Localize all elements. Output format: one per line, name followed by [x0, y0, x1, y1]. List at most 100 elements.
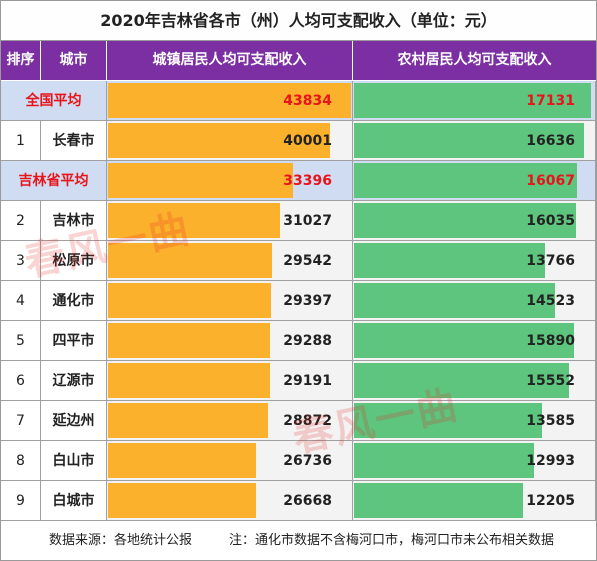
city-cell: 长春市	[41, 121, 107, 161]
rank-cell: 8	[1, 441, 41, 481]
rural-income-cell: 13766	[353, 241, 596, 281]
urban-income-cell: 33396	[107, 161, 353, 201]
rank-cell: 7	[1, 401, 41, 441]
table-row: 7 延边州 28872 13585	[1, 401, 596, 441]
urban-income-value: 33396	[283, 173, 332, 189]
urban-income-bar	[108, 283, 271, 318]
city-cell: 延边州	[41, 401, 107, 441]
urban-income-value: 29397	[283, 293, 332, 309]
rural-income-value: 12993	[526, 453, 575, 469]
rural-income-cell: 16636	[353, 121, 596, 161]
urban-income-value: 29542	[283, 253, 332, 269]
urban-income-bar	[108, 163, 293, 198]
rural-income-value: 15552	[526, 373, 575, 389]
rural-income-cell: 17131	[353, 81, 596, 121]
rural-income-cell: 16067	[353, 161, 596, 201]
urban-income-bar	[108, 363, 270, 398]
rural-income-value: 15890	[526, 333, 575, 349]
rural-income-cell: 12993	[353, 441, 596, 481]
urban-income-cell: 29191	[107, 361, 353, 401]
table-row: 4 通化市 29397 14523	[1, 281, 596, 321]
rural-income-cell: 13585	[353, 401, 596, 441]
urban-income-cell: 43834	[107, 81, 353, 121]
city-cell: 吉林市	[41, 201, 107, 241]
rural-income-bar	[354, 283, 555, 318]
city-cell: 白山市	[41, 441, 107, 481]
table-row: 2 吉林市 31027 16035	[1, 201, 596, 241]
rank-cell: 5	[1, 321, 41, 361]
rural-income-value: 13585	[526, 413, 575, 429]
urban-income-bar	[108, 243, 272, 278]
rural-income-cell: 16035	[353, 201, 596, 241]
urban-income-bar	[108, 483, 256, 518]
rural-income-value: 16636	[526, 133, 575, 149]
rural-income-value: 13766	[526, 253, 575, 269]
header-rural-income: 农村居民人均可支配收入	[353, 41, 596, 80]
rural-income-bar	[354, 163, 577, 198]
table-row: 5 四平市 29288 15890	[1, 321, 596, 361]
header-index: 排序	[1, 41, 41, 80]
urban-income-cell: 29397	[107, 281, 353, 321]
rank-cell: 3	[1, 241, 41, 281]
source-note: 数据来源：各地统计公报	[49, 533, 193, 548]
urban-income-value: 43834	[283, 93, 332, 109]
rural-income-value: 16067	[526, 173, 575, 189]
urban-income-bar	[108, 403, 268, 438]
footnote: 注：通化市数据不含梅河口市，梅河口市未公布相关数据	[229, 533, 555, 548]
average-row: 全国平均 43834 17131	[1, 81, 596, 121]
rural-income-bar	[354, 323, 574, 358]
urban-income-cell: 40001	[107, 121, 353, 161]
urban-income-bar	[108, 443, 256, 478]
rank-cell: 6	[1, 361, 41, 401]
table-title: 2020年吉林省各市（州）人均可支配收入（单位：元）	[1, 1, 596, 41]
rural-income-cell: 15552	[353, 361, 596, 401]
urban-income-cell: 31027	[107, 201, 353, 241]
average-label: 全国平均	[1, 81, 107, 121]
city-cell: 白城市	[41, 481, 107, 521]
urban-income-bar	[108, 203, 280, 238]
table-row: 6 辽源市 29191 15552	[1, 361, 596, 401]
rural-income-bar	[354, 443, 534, 478]
urban-income-value: 29288	[283, 333, 332, 349]
urban-income-value: 26736	[283, 453, 332, 469]
urban-income-cell: 26736	[107, 441, 353, 481]
rural-income-bar	[354, 83, 591, 118]
urban-income-value: 29191	[283, 373, 332, 389]
urban-income-cell: 29288	[107, 321, 353, 361]
rank-cell: 9	[1, 481, 41, 521]
header-city: 城市	[41, 41, 107, 80]
urban-income-value: 28872	[283, 413, 332, 429]
rural-income-bar	[354, 123, 584, 158]
urban-income-bar	[108, 123, 330, 158]
rural-income-bar	[354, 403, 542, 438]
rural-income-value: 14523	[526, 293, 575, 309]
urban-income-value: 31027	[283, 213, 332, 229]
rural-income-cell: 14523	[353, 281, 596, 321]
rural-income-bar	[354, 243, 545, 278]
table-row: 8 白山市 26736 12993	[1, 441, 596, 481]
city-cell: 四平市	[41, 321, 107, 361]
table-footer: 数据来源：各地统计公报 注：通化市数据不含梅河口市，梅河口市未公布相关数据	[1, 521, 596, 561]
city-cell: 辽源市	[41, 361, 107, 401]
rural-income-value: 17131	[526, 93, 575, 109]
urban-income-cell: 29542	[107, 241, 353, 281]
rank-cell: 2	[1, 201, 41, 241]
rural-income-cell: 12205	[353, 481, 596, 521]
urban-income-value: 26668	[283, 493, 332, 509]
average-label: 吉林省平均	[1, 161, 107, 201]
table-row: 3 松原市 29542 13766	[1, 241, 596, 281]
city-cell: 通化市	[41, 281, 107, 321]
rural-income-bar	[354, 363, 569, 398]
rank-cell: 1	[1, 121, 41, 161]
rural-income-cell: 15890	[353, 321, 596, 361]
header-urban-income: 城镇居民人均可支配收入	[107, 41, 353, 80]
urban-income-value: 40001	[283, 133, 332, 149]
urban-income-bar	[108, 323, 270, 358]
city-cell: 松原市	[41, 241, 107, 281]
urban-income-cell: 28872	[107, 401, 353, 441]
rank-cell: 4	[1, 281, 41, 321]
urban-income-bar	[108, 83, 351, 118]
average-row: 吉林省平均 33396 16067	[1, 161, 596, 201]
urban-income-cell: 26668	[107, 481, 353, 521]
